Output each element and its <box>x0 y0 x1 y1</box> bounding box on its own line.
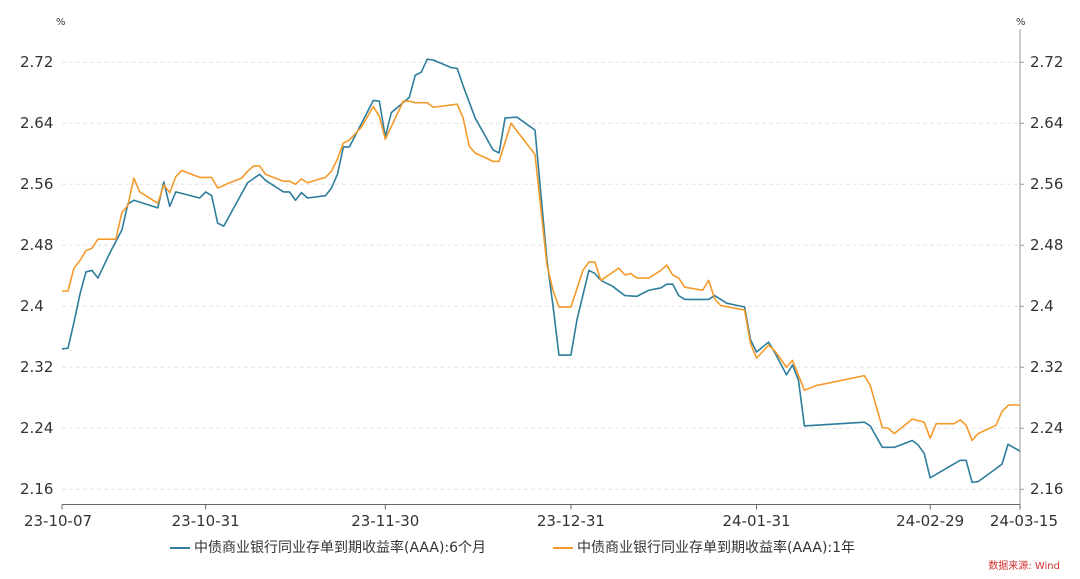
legend-label: 中债商业银行同业存单到期收益率(AAA):6个月 <box>194 539 486 556</box>
x-tick-label: 24-02-29 <box>896 512 964 530</box>
y-tick-label: 2.24 <box>20 419 53 437</box>
x-tick-label: 23-12-31 <box>537 512 605 530</box>
y-unit: % <box>56 17 66 28</box>
y2-tick-label: 2.16 <box>1030 480 1063 498</box>
y-tick-label: 2.16 <box>20 480 53 498</box>
x-tick-label: 23-10-31 <box>172 512 240 530</box>
x-tick-label: 24-03-15 <box>990 512 1058 530</box>
y2-tick-label: 2.4 <box>1030 297 1054 315</box>
y2-tick-label: 2.48 <box>1030 236 1063 254</box>
y2-tick-label: 2.32 <box>1030 358 1063 376</box>
y-tick-label: 2.32 <box>20 358 53 376</box>
y-tick-label: 2.72 <box>20 53 53 71</box>
x-tick-label: 23-10-07 <box>24 512 92 530</box>
y-tick-label: 2.48 <box>20 236 53 254</box>
series-line <box>61 58 1021 484</box>
y-tick-label: 2.56 <box>20 175 53 193</box>
y2-tick-label: 2.24 <box>1030 419 1063 437</box>
source: 数据来源: Wind <box>988 559 1060 572</box>
y-tick-label: 2.4 <box>20 297 44 315</box>
y2-unit: % <box>1016 17 1026 28</box>
x-tick-label: 24-01-31 <box>723 512 791 530</box>
y2-tick-label: 2.56 <box>1030 175 1063 193</box>
series-line <box>62 100 1021 442</box>
y-tick-label: 2.64 <box>20 114 53 132</box>
x-tick-label: 23-11-30 <box>351 512 419 530</box>
y2-tick-label: 2.64 <box>1030 114 1063 132</box>
y2-tick-label: 2.72 <box>1030 53 1063 71</box>
legend-label: 中债商业银行同业存单到期收益率(AAA):1年 <box>577 539 855 556</box>
